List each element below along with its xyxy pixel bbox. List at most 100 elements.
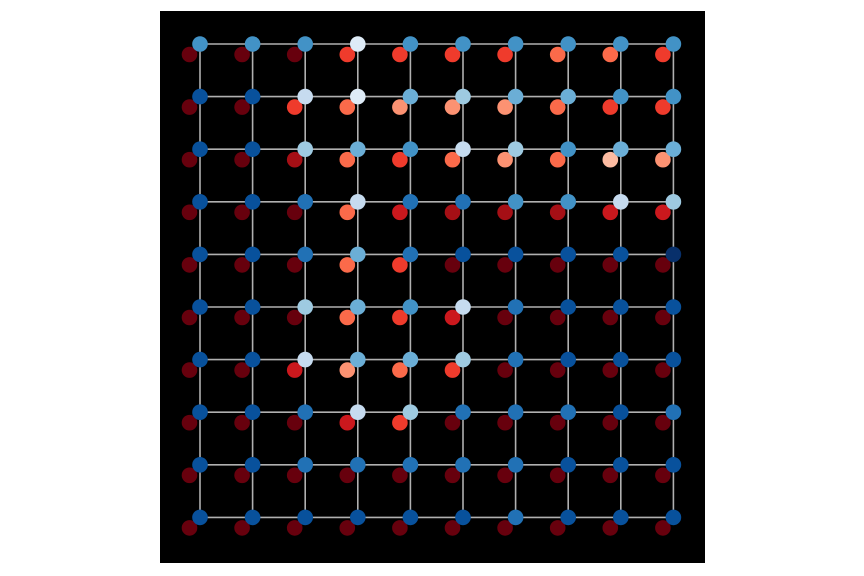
red-node-r7-c6 [497,414,513,431]
blue-node-r3-c7 [560,194,576,210]
red-node-r3-c7 [549,204,566,221]
blue-node-r6-c8 [613,351,629,368]
red-node-r6-c1 [234,362,250,378]
red-node-r1-c0 [181,99,198,115]
blue-node-r0-c1 [244,36,261,52]
blue-node-layer [192,36,682,526]
blue-node-r7-c7 [560,404,576,421]
blue-node-r2-c4 [402,141,419,157]
red-node-r4-c5 [444,257,461,273]
blue-node-r2-c1 [244,141,261,157]
blue-node-r4-c8 [613,246,629,263]
blue-node-r4-c7 [560,246,576,263]
red-node-r5-c2 [286,309,303,326]
red-node-r8-c4 [392,467,408,484]
red-node-r0-c7 [549,46,566,63]
red-node-r7-c7 [549,414,566,431]
red-node-r8-c9 [655,467,671,484]
red-node-r6-c9 [655,362,671,378]
red-node-r1-c8 [602,99,619,115]
blue-node-r9-c6 [507,509,524,526]
red-node-r4-c7 [549,257,566,273]
red-node-r0-c5 [444,46,461,63]
red-node-r8-c0 [181,467,198,484]
blue-node-r5-c0 [192,299,208,315]
lattice-canvas [160,11,705,563]
blue-node-r6-c7 [560,351,576,368]
blue-node-r2-c9 [665,141,682,157]
blue-node-r6-c4 [402,351,419,368]
red-node-r5-c8 [602,309,619,326]
blue-node-r0-c6 [507,36,524,52]
red-node-r7-c8 [602,414,619,431]
red-node-r3-c8 [602,204,619,221]
red-node-r9-c2 [286,520,303,536]
red-node-r6-c5 [444,362,461,378]
grid-lines [199,43,675,519]
red-node-r9-c0 [181,520,198,536]
blue-node-r1-c9 [665,88,682,105]
red-node-r2-c3 [339,151,356,168]
red-node-r5-c5 [444,309,461,326]
red-node-r9-c9 [655,520,671,536]
red-node-r4-c6 [497,257,513,273]
blue-node-r8-c5 [455,457,471,473]
blue-node-r8-c4 [402,457,419,473]
blue-node-r7-c8 [613,404,629,421]
blue-node-r8-c9 [665,457,682,473]
blue-node-r2-c6 [507,141,524,157]
red-node-r1-c1 [234,99,250,115]
red-node-r2-c0 [181,151,198,168]
lattice-plot [160,11,705,563]
red-node-r0-c1 [234,46,250,63]
red-node-r2-c5 [444,151,461,168]
blue-node-r4-c2 [297,246,313,263]
blue-node-r8-c3 [350,457,366,473]
blue-node-r5-c2 [297,299,313,315]
red-node-r3-c6 [497,204,513,221]
red-node-r6-c0 [181,362,198,378]
red-node-r6-c6 [497,362,513,378]
blue-node-r3-c3 [350,194,366,210]
blue-node-r3-c9 [665,194,682,210]
red-node-r1-c5 [444,99,461,115]
blue-node-r7-c5 [455,404,471,421]
blue-node-r5-c3 [350,299,366,315]
blue-node-r8-c8 [613,457,629,473]
blue-node-r2-c3 [350,141,366,157]
red-node-r7-c2 [286,414,303,431]
blue-node-r8-c0 [192,457,208,473]
blue-node-r7-c0 [192,404,208,421]
red-node-r7-c1 [234,414,250,431]
red-node-r2-c8 [602,151,619,168]
red-node-r6-c8 [602,362,619,378]
red-node-r3-c9 [655,204,671,221]
red-node-r5-c0 [181,309,198,326]
red-node-r4-c0 [181,257,198,273]
red-node-r6-c7 [549,362,566,378]
red-node-r3-c2 [286,204,303,221]
blue-node-r0-c0 [192,36,208,52]
red-node-r7-c5 [444,414,461,431]
blue-node-r3-c8 [613,194,629,210]
red-node-r8-c2 [286,467,303,484]
blue-node-r1-c8 [613,88,629,105]
red-node-r9-c8 [602,520,619,536]
blue-node-r7-c2 [297,404,313,421]
red-node-r7-c4 [392,414,408,431]
red-node-r8-c8 [602,467,619,484]
blue-node-r8-c2 [297,457,313,473]
red-node-r7-c9 [655,414,671,431]
blue-node-r2-c0 [192,141,208,157]
blue-node-r7-c9 [665,404,682,421]
blue-node-r1-c1 [244,88,261,105]
blue-node-r5-c9 [665,299,682,315]
red-node-layer [181,46,671,536]
red-node-r1-c3 [339,99,356,115]
blue-node-r9-c3 [350,509,366,526]
red-node-r4-c8 [602,257,619,273]
red-node-r6-c2 [286,362,303,378]
blue-node-r5-c5 [455,299,471,315]
red-node-r5-c6 [497,309,513,326]
red-node-r9-c6 [497,520,513,536]
